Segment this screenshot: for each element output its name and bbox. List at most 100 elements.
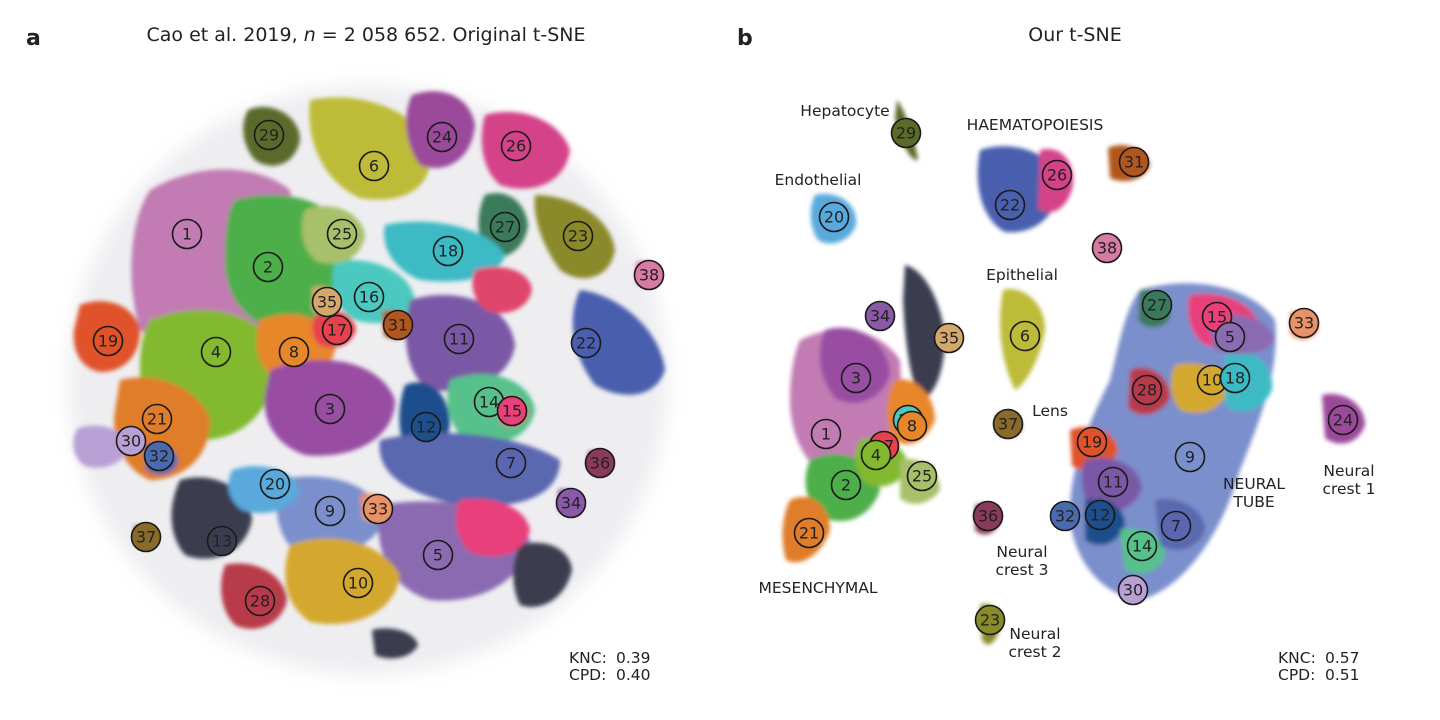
metric-name: CPD:: [1278, 666, 1315, 684]
region-30: [73, 425, 128, 468]
cluster-marker: 33: [362, 493, 394, 525]
cluster-marker: 2: [830, 469, 862, 501]
cluster-number: 19: [1082, 433, 1102, 452]
cluster-marker-circle: [143, 440, 175, 472]
cluster-number: 30: [121, 432, 141, 451]
metric-name: CPD:: [569, 666, 606, 684]
cluster-marker-circle: [314, 393, 346, 425]
cluster-number: 21: [147, 410, 167, 429]
cluster-number: 7: [1171, 517, 1181, 536]
cluster-marker: 25: [906, 460, 938, 492]
cluster-number: 21: [799, 524, 819, 543]
region-redsmall: [472, 266, 532, 314]
cluster-marker: 23: [974, 604, 1006, 636]
cluster-marker-circle: [864, 300, 896, 332]
cluster-number: 33: [1294, 314, 1314, 333]
cluster-marker-circle: [562, 220, 594, 252]
cluster-number: 6: [1020, 327, 1030, 346]
cluster-marker: 1: [171, 218, 203, 250]
cluster-marker-circle: [890, 117, 922, 149]
cluster-number: 26: [1047, 166, 1067, 185]
cluster-number: 35: [939, 329, 959, 348]
cluster-marker-circle: [1131, 374, 1163, 406]
cluster-number: 25: [912, 467, 932, 486]
cluster-number: 2: [263, 258, 273, 277]
cluster-marker-circle: [555, 487, 587, 519]
cluster-number: 8: [907, 417, 917, 436]
cluster-marker: 27: [489, 211, 521, 243]
region-dark-bottom: [513, 542, 572, 607]
cluster-number: 25: [332, 225, 352, 244]
cluster-marker: 34: [555, 487, 587, 519]
cluster-marker: 31: [1118, 146, 1150, 178]
cluster-marker: 37: [992, 408, 1024, 440]
panel-a-title: Cao et al. 2019, n = 2 058 652. Original…: [147, 24, 586, 46]
cluster-number: 24: [1333, 411, 1353, 430]
cluster-number: 34: [561, 494, 581, 513]
cluster-marker: 29: [890, 117, 922, 149]
cluster-marker-circle: [259, 468, 291, 500]
cluster-marker-circle: [793, 517, 825, 549]
metric-value: 0.51: [1325, 666, 1360, 684]
cluster-marker-circle: [252, 251, 284, 283]
cluster-number: 35: [317, 293, 337, 312]
cluster-markers-b: 2931262220382715335343356281018241168174…: [793, 117, 1359, 636]
cluster-number: 19: [98, 332, 118, 351]
cluster-marker: 18: [432, 235, 464, 267]
metric-name: KNC:: [1278, 649, 1316, 667]
cluster-number: 31: [1124, 153, 1144, 172]
cluster-marker-circle: [1117, 574, 1149, 606]
region-dark-spine: [903, 265, 945, 400]
cluster-marker-circle: [496, 395, 528, 427]
cluster-marker: 27: [1141, 289, 1173, 321]
cluster-marker: 36: [584, 447, 616, 479]
group-label: MESENCHYMAL: [759, 579, 878, 597]
cluster-marker-circle: [830, 469, 862, 501]
cluster-marker-circle: [358, 150, 390, 182]
cluster-marker-circle: [115, 425, 147, 457]
metric-value: 0.40: [616, 666, 651, 684]
cluster-number: 29: [259, 126, 279, 145]
region-6: [309, 97, 431, 200]
cluster-marker: 28: [1131, 374, 1163, 406]
cluster-number: 10: [1202, 371, 1222, 390]
cluster-marker: 21: [141, 403, 173, 435]
cluster-marker: 19: [92, 325, 124, 357]
cluster-marker-circle: [994, 189, 1026, 221]
cluster-number: 15: [502, 402, 522, 421]
cluster-marker: 23: [562, 220, 594, 252]
group-label: Lens: [1032, 402, 1068, 420]
cluster-marker: 1: [810, 418, 842, 450]
cluster-marker: 29: [253, 119, 285, 151]
cluster-marker: 37: [130, 521, 162, 553]
panel-a-letter: a: [26, 26, 41, 51]
cluster-number: 5: [1225, 328, 1235, 347]
cluster-marker-circle: [1327, 404, 1359, 436]
group-label: Neural crest 3: [995, 543, 1048, 579]
cluster-marker: 4: [860, 439, 892, 471]
cluster-marker-circle: [362, 493, 394, 525]
cluster-marker: 22: [994, 189, 1026, 221]
cluster-marker-circle: [633, 259, 665, 291]
cluster-number: 36: [978, 507, 998, 526]
cluster-number: 4: [871, 446, 881, 465]
cluster-marker-circle: [1118, 146, 1150, 178]
cluster-marker: 38: [633, 259, 665, 291]
cluster-marker: 26: [1041, 159, 1073, 191]
cluster-marker-circle: [992, 408, 1024, 440]
cluster-marker: 32: [143, 440, 175, 472]
cluster-number: 11: [449, 330, 469, 349]
cluster-marker: 9: [314, 495, 346, 527]
group-label: HAEMATOPOIESIS: [967, 116, 1104, 134]
cluster-marker: 30: [115, 425, 147, 457]
cluster-marker: 38: [1091, 232, 1123, 264]
cluster-marker-circle: [244, 585, 276, 617]
cluster-marker-circle: [1160, 510, 1192, 542]
panel-a-metrics: KNC: 0.39 CPD: 0.40: [569, 649, 651, 684]
cluster-marker-circle: [860, 439, 892, 471]
region-pink-bottom: [455, 498, 530, 557]
cluster-number: 8: [289, 343, 299, 362]
cluster-marker: 3: [840, 362, 872, 394]
cluster-number: 23: [568, 227, 588, 246]
cluster-marker-circle: [1049, 500, 1081, 532]
